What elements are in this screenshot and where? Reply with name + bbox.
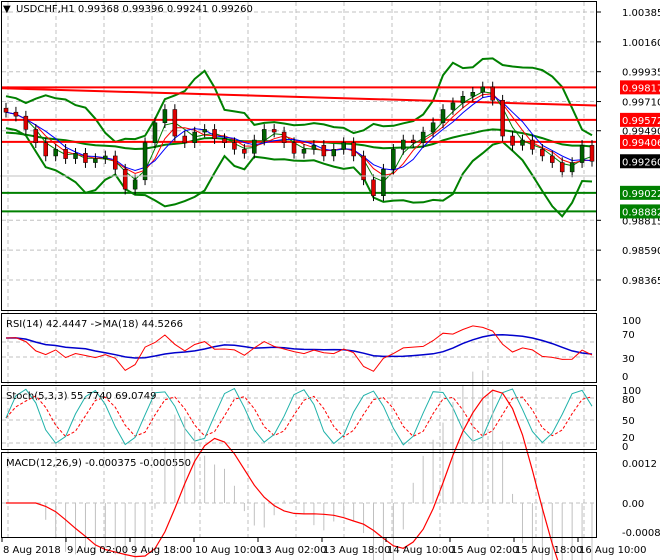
time-tick: 10 Aug 10:00 xyxy=(195,545,262,556)
time-axis[interactable]: 8 Aug 2018 9 Aug 02:00 9 Aug 18:00 10 Aug 1… xyxy=(1,538,646,556)
candlesticks xyxy=(3,81,595,202)
grid-lines xyxy=(2,2,596,537)
stoch-tick: 100 xyxy=(622,386,641,397)
price-tick: 1.00385 xyxy=(622,8,660,19)
price-tag[interactable] xyxy=(620,204,660,219)
price-panel[interactable]: ▼ USDCHF,H1 0.99368 0.99396 0.99241 0.99… xyxy=(0,4,597,218)
trendline[interactable] xyxy=(1,87,597,107)
time-tick: 13 Aug 02:00 xyxy=(259,545,326,556)
header-collapse-icon[interactable]: ▼ xyxy=(3,4,11,15)
rsi-tick: 30 xyxy=(622,354,635,365)
price-tick: 1.00160 xyxy=(622,38,660,49)
rsi-tick: 100 xyxy=(622,316,641,327)
macd-label: MACD(12,26,9) -0.000375 -0.000550 xyxy=(6,458,191,469)
stoch-tick: 80 xyxy=(622,395,635,406)
rsi-label: RSI(14) 42.4447 ->MA(18) 44.5266 xyxy=(6,319,183,330)
price-tag-label: 0.99572 xyxy=(622,116,660,127)
stoch-tick: 50 xyxy=(622,416,635,427)
price-tick: 0.98365 xyxy=(622,276,660,287)
time-tick: 15 Aug 02:00 xyxy=(451,545,518,556)
time-tick: 9 Aug 02:00 xyxy=(67,545,128,556)
stoch-label: Stoch(5,3,3) 55.7740 69.0749 xyxy=(6,391,157,402)
macd-panel[interactable]: MACD(12,26,9) -0.000375 -0.000550 xyxy=(6,370,593,560)
stoch-tick: 20 xyxy=(622,433,635,444)
rsi-ma-line xyxy=(5,333,593,359)
time-tick: 8 Aug 2018 xyxy=(3,545,61,556)
price-tag-label: 0.99406 xyxy=(622,138,660,149)
price-tag[interactable] xyxy=(620,154,660,169)
macd-signal-line xyxy=(6,389,559,560)
macd-tick: 0.0012 xyxy=(622,459,657,470)
price-tag[interactable] xyxy=(620,112,660,127)
time-tick: 16 Aug 10:00 xyxy=(579,545,646,556)
price-tick: 0.98815 xyxy=(622,216,660,227)
stochastic-panel[interactable]: Stoch(5,3,3) 55.7740 69.0749 xyxy=(5,387,593,446)
price-tag[interactable] xyxy=(620,134,660,149)
time-tick: 13 Aug 18:00 xyxy=(323,545,390,556)
price-tick: 0.98590 xyxy=(622,246,660,257)
price-tag-label: 0.99022 xyxy=(622,189,660,200)
macd-histogram xyxy=(45,370,593,560)
rsi-line xyxy=(5,325,593,372)
rsi-tick: 70 xyxy=(622,330,635,341)
price-tag-label: 0.99260 xyxy=(622,157,660,168)
rsi-panel[interactable]: RSI(14) 42.4447 ->MA(18) 44.5266 xyxy=(5,319,593,372)
panel-borders xyxy=(1,1,597,538)
macd-tick: 0.00 xyxy=(622,499,644,510)
symbol-ohlc-label: USDCHF,H1 0.99368 0.99396 0.99241 0.9926… xyxy=(16,4,253,15)
time-tick: 9 Aug 18:00 xyxy=(131,545,192,556)
stoch-signal-line xyxy=(5,395,593,438)
rsi-tick: 0 xyxy=(622,372,628,383)
price-tag[interactable] xyxy=(620,185,660,200)
price-tag-label: 0.98882 xyxy=(622,207,660,218)
price-tag-label: 0.99817 xyxy=(622,83,660,94)
price-tag[interactable] xyxy=(620,80,660,95)
time-tick: 15 Aug 18:00 xyxy=(515,545,582,556)
support-resistance-levels[interactable] xyxy=(1,86,597,213)
time-tick: 14 Aug 10:00 xyxy=(387,545,454,556)
price-axis[interactable]: 1.00385 1.00160 0.99935 0.99710 0.99490 0.988… xyxy=(597,8,660,539)
macd-tick: -0.000869 xyxy=(622,528,660,539)
stoch-tick: 0 xyxy=(622,442,628,453)
price-tick: 0.99490 xyxy=(622,127,660,138)
stoch-main-line xyxy=(5,387,593,446)
price-tick: 0.99935 xyxy=(622,68,660,79)
price-tick: 0.99710 xyxy=(622,98,660,109)
